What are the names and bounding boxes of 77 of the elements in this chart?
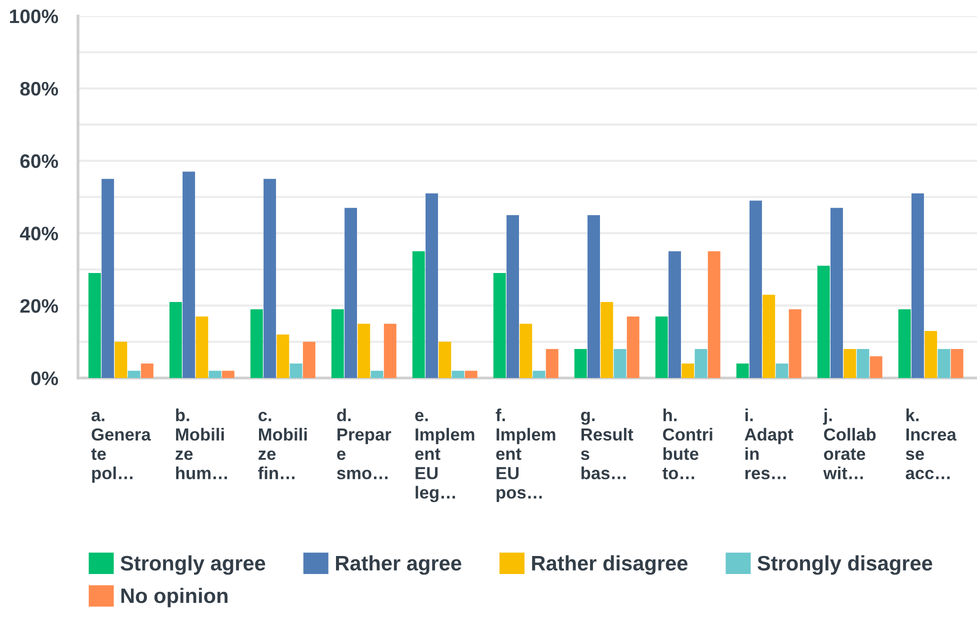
x-tick-label: e. Implem ent EU leg…	[415, 412, 474, 502]
bar	[331, 309, 344, 378]
bar	[950, 349, 964, 378]
bar	[898, 309, 911, 378]
bar	[938, 349, 950, 378]
y-tick-label: 20%	[20, 299, 58, 313]
bar	[736, 364, 749, 378]
bar	[114, 342, 128, 378]
x-tick-label: a. Genera te pol…	[91, 412, 151, 483]
bar	[222, 370, 234, 378]
bar	[750, 200, 762, 378]
bar	[358, 324, 370, 378]
x-tick-label: d. Prepar e smo…	[337, 408, 392, 480]
legend-label: Strongly disagree	[758, 555, 932, 575]
y-tick-label: 0%	[31, 371, 58, 386]
bar	[830, 208, 843, 378]
bar	[452, 370, 464, 378]
bar	[128, 370, 140, 378]
bar	[682, 364, 694, 378]
bar	[264, 178, 276, 378]
bar	[344, 208, 358, 378]
bar	[655, 316, 668, 378]
bar	[208, 370, 222, 378]
bar	[196, 316, 208, 378]
bar	[546, 349, 558, 378]
bar	[574, 349, 587, 378]
bar	[88, 273, 101, 378]
bar	[817, 266, 830, 378]
bar	[438, 342, 452, 378]
bar	[776, 364, 788, 378]
bar	[708, 251, 720, 378]
bar	[506, 215, 519, 378]
x-tick-label: c. Mobili ze fin…	[258, 412, 307, 480]
bar	[588, 215, 600, 378]
bar	[668, 251, 681, 378]
bar	[870, 356, 882, 378]
bar	[924, 330, 938, 378]
y-tick-label: 40%	[20, 226, 58, 240]
bar	[762, 294, 776, 378]
bar	[694, 349, 708, 378]
bar	[426, 193, 438, 378]
legend-label: Rather disagree	[532, 555, 688, 575]
bar	[532, 370, 546, 378]
bar	[464, 370, 478, 378]
x-tick-label: k. Increa se acc…	[906, 408, 957, 480]
bar	[600, 302, 614, 378]
legend-label: No opinion	[121, 588, 228, 608]
x-tick-label: i. Adapt in res…	[744, 408, 794, 480]
x-tick-label: g. Result s bas…	[580, 412, 634, 480]
bar	[493, 273, 506, 378]
bar	[250, 309, 263, 378]
bar	[276, 334, 290, 378]
bar	[844, 349, 856, 378]
x-tick-label: h. Contri bute to…	[662, 408, 712, 480]
bar	[290, 364, 302, 378]
legend-label: Strongly agree	[120, 555, 266, 575]
x-tick-label: f. Implem ent EU pos…	[496, 408, 556, 502]
y-tick-label: 100%	[10, 9, 58, 24]
x-tick-label: b. Mobili ze hum…	[176, 408, 227, 480]
y-tick-label: 80%	[20, 82, 58, 96]
bar	[384, 324, 396, 378]
x-tick-label: j. Collab orate wit…	[823, 408, 876, 480]
bar	[788, 309, 802, 378]
bar	[169, 302, 182, 378]
bar	[140, 364, 154, 378]
bar	[302, 342, 316, 378]
y-tick-label: 60%	[20, 154, 58, 168]
bar	[520, 324, 532, 378]
bar	[370, 370, 384, 378]
bar	[182, 172, 196, 378]
legend-label: Rather agree	[336, 555, 462, 575]
bar	[626, 316, 640, 378]
bar	[412, 251, 425, 378]
bar	[911, 193, 924, 378]
bar	[614, 349, 626, 378]
bar	[102, 178, 114, 378]
bar	[856, 349, 870, 378]
